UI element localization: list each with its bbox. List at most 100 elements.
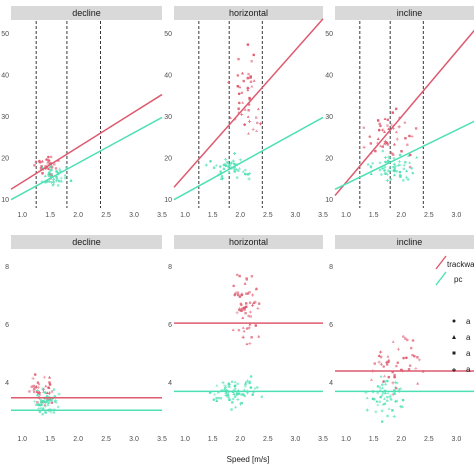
data-point-pc [58, 167, 62, 171]
data-point-trackwa [238, 308, 241, 312]
data-point-pc [255, 386, 259, 389]
data-point-trackwa [251, 293, 255, 297]
data-point-trackwa [386, 143, 390, 146]
data-point-trackwa [243, 123, 246, 126]
data-point-pc [223, 384, 227, 388]
data-point-trackwa [237, 107, 240, 110]
data-point-pc [231, 159, 235, 163]
y-tick-label: 8 [168, 264, 172, 271]
data-point-pc [65, 166, 68, 169]
data-point-trackwa [248, 96, 251, 100]
data-point-pc [249, 375, 253, 378]
data-point-trackwa [49, 155, 53, 159]
data-point-trackwa [406, 338, 409, 342]
data-point-trackwa [413, 354, 416, 358]
data-point-trackwa [36, 380, 40, 384]
data-point-trackwa [394, 130, 398, 134]
data-point-pc [402, 179, 405, 182]
data-point-pc [246, 173, 250, 176]
data-point-trackwa [38, 392, 42, 396]
data-point-trackwa [408, 134, 411, 138]
data-point-trackwa [248, 301, 252, 305]
data-point-trackwa [379, 355, 383, 359]
data-point-pc [221, 176, 225, 181]
data-point-trackwa [393, 373, 396, 377]
data-point-trackwa [33, 373, 37, 376]
data-point-pc [404, 175, 409, 179]
data-point-trackwa [43, 403, 47, 406]
data-point-pc [223, 385, 228, 390]
data-point-trackwa [236, 85, 240, 88]
data-point-pc [59, 180, 63, 183]
data-point-trackwa [237, 92, 241, 96]
data-point-pc [365, 408, 369, 412]
data-point-pc [404, 160, 407, 164]
data-point-trackwa [397, 125, 401, 129]
data-point-pc [44, 401, 48, 405]
x-tick-label: 2.5 [101, 212, 111, 219]
data-point-trackwa [249, 315, 252, 318]
data-point-trackwa [48, 381, 51, 384]
data-point-trackwa [246, 115, 250, 118]
panel-bottom-decline: decline 1.0 1.5 2.0 2.5 3.0 3.5 4 6 8 [5, 235, 167, 443]
data-point-trackwa [256, 107, 260, 111]
data-point-trackwa [396, 361, 400, 365]
data-point-trackwa [232, 284, 235, 288]
data-point-pc [242, 388, 246, 391]
data-point-pc [238, 166, 242, 170]
x-tick-label: 3.5 [157, 212, 167, 219]
data-point-pc [224, 391, 228, 395]
panel-bottom-horizontal: horizontal 1.0 1.5 2.0 2.5 3.0 3.5 4 6 8 [168, 235, 328, 443]
trend-line-trackwa [10, 93, 163, 190]
y-tick-label: 50 [164, 31, 172, 38]
data-point-trackwa [376, 119, 380, 122]
trend-line-trackwa [173, 18, 324, 188]
data-point-trackwa [396, 347, 401, 351]
data-point-pc [384, 172, 387, 175]
data-point-pc [381, 402, 385, 406]
data-point-trackwa [249, 80, 253, 83]
data-point-trackwa [254, 324, 257, 327]
data-point-pc [241, 393, 245, 396]
data-point-pc [53, 399, 57, 403]
data-point-trackwa [251, 127, 255, 131]
data-point-trackwa [241, 326, 245, 329]
data-point-trackwa [391, 340, 395, 343]
data-point-trackwa [31, 376, 35, 380]
data-point-trackwa [383, 130, 387, 134]
data-point-trackwa [241, 101, 245, 104]
legend-label-pc: pc [454, 275, 462, 284]
data-point-pc [213, 393, 217, 397]
data-point-pc [397, 388, 400, 391]
data-point-pc [226, 393, 230, 397]
x-tick-label: 3.0 [452, 212, 462, 219]
x-axis-title: Speed [m/s] [227, 455, 270, 464]
data-point-pc [48, 165, 52, 169]
data-point-pc [381, 391, 385, 395]
data-point-pc [383, 379, 387, 383]
data-point-trackwa [30, 385, 33, 388]
data-point-trackwa [247, 326, 251, 330]
data-point-pc [233, 387, 237, 391]
data-point-trackwa [48, 383, 52, 386]
data-point-pc [46, 403, 50, 406]
data-point-trackwa [416, 381, 420, 385]
data-point-pc [383, 169, 386, 172]
data-point-trackwa [240, 303, 243, 307]
data-point-pc [389, 398, 393, 401]
data-point-pc [53, 395, 57, 398]
data-point-trackwa [240, 91, 244, 95]
data-point-pc [391, 409, 394, 412]
data-point-pc [378, 400, 381, 403]
data-point-pc [369, 172, 373, 176]
data-point-trackwa [376, 137, 380, 140]
data-point-pc [214, 163, 219, 168]
data-point-trackwa [395, 364, 398, 368]
data-point-trackwa [394, 107, 398, 111]
legend-shape-label-4: a [466, 365, 471, 374]
data-point-pc [392, 165, 395, 169]
data-point-pc [387, 407, 391, 411]
data-point-trackwa [405, 356, 408, 360]
y-tick-label: 10 [1, 197, 9, 204]
data-point-trackwa [42, 375, 47, 379]
